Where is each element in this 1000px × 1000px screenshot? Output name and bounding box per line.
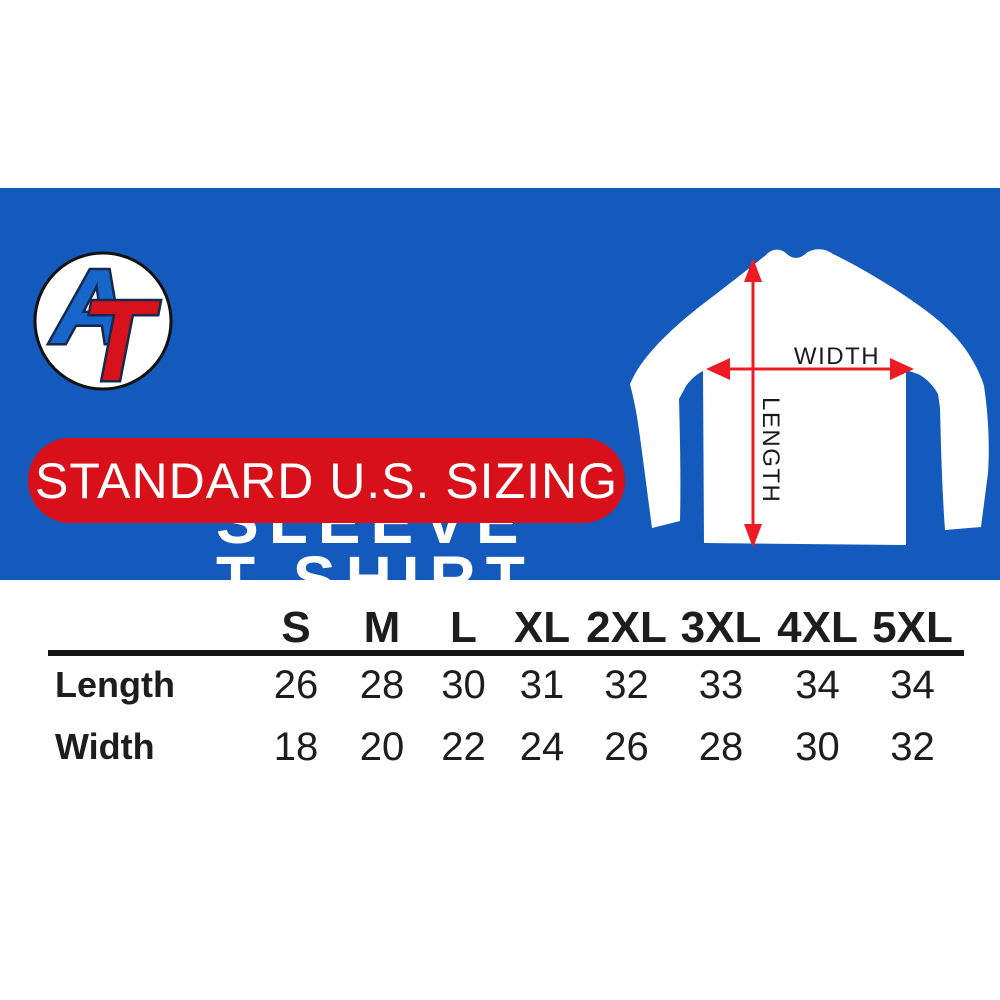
size-header-4xl: 4XL (777, 603, 858, 652)
logo-letter-t: T (82, 278, 160, 392)
size-header-2xl: 2XL (586, 603, 667, 652)
width-value-4xl: 30 (795, 724, 840, 769)
size-header-l: L (450, 603, 477, 652)
row-label-width: Width (55, 726, 155, 767)
length-value-s: 26 (273, 662, 319, 707)
length-value-xl: 31 (519, 662, 565, 707)
width-value-xl: 24 (519, 724, 565, 769)
length-arrow-head-up (744, 258, 762, 282)
length-arrow (744, 258, 762, 548)
row-label-length: Length (55, 664, 175, 705)
length-value-l: 30 (441, 662, 486, 707)
width-value-2xl: 26 (604, 724, 649, 769)
width-value-s: 18 (273, 724, 319, 769)
width-arrow-head-left (706, 358, 730, 380)
table-row-length: Length 26 28 30 31 32 33 34 34 (0, 654, 1000, 716)
length-value-2xl: 32 (604, 662, 649, 707)
length-value-3xl: 33 (698, 662, 744, 707)
width-arrow-line (726, 367, 894, 371)
banner: A T LONG SLEEVE T-SHIRT STANDARD U.S. SI… (0, 188, 1000, 611)
width-value-l: 22 (441, 724, 486, 769)
shirt-measurement-diagram: WIDTH LENGTH (630, 249, 989, 548)
length-value-4xl: 34 (795, 662, 840, 707)
logo-circle (33, 251, 173, 391)
width-arrow-head-right (890, 358, 914, 380)
length-value-5xl: 34 (890, 662, 935, 707)
logo-letter-a: A (49, 250, 129, 366)
width-value-3xl: 28 (698, 724, 744, 769)
size-table-section: S M L XL 2XL 3XL 4XL 5XL Length 26 28 30 (0, 593, 1000, 778)
width-arrow (706, 358, 914, 380)
brand-logo: A T (33, 250, 173, 392)
length-value-m: 28 (359, 662, 405, 707)
shirt-silhouette (630, 249, 989, 545)
width-label: WIDTH (794, 343, 880, 370)
size-table-spacer (960, 716, 1000, 778)
size-header-3xl: 3XL (680, 603, 762, 652)
length-arrow-line (751, 276, 755, 528)
size-table-header-row: S M L XL 2XL 3XL 4XL 5XL (0, 593, 1000, 654)
sizing-badge-label: STANDARD U.S. SIZING (34, 452, 618, 509)
size-header-5xl: 5XL (872, 603, 953, 652)
size-table-spacer (960, 593, 1000, 654)
size-header-m: M (363, 603, 401, 652)
table-header-rule (48, 650, 964, 656)
length-arrow-head-down (744, 524, 762, 548)
size-table-spacer (960, 654, 1000, 716)
size-header-s: S (281, 603, 311, 652)
length-label: LENGTH (757, 397, 784, 503)
title-line-3: T-SHIRT (216, 543, 535, 615)
table-row-width: Width 18 20 22 24 26 28 30 32 (0, 716, 1000, 778)
sizing-badge: STANDARD U.S. SIZING (28, 438, 625, 523)
size-table-corner-cell (0, 593, 252, 654)
size-header-xl: XL (513, 603, 571, 652)
width-value-5xl: 32 (890, 724, 935, 769)
width-value-m: 20 (359, 724, 405, 769)
size-table: S M L XL 2XL 3XL 4XL 5XL Length 26 28 30 (0, 593, 1000, 778)
